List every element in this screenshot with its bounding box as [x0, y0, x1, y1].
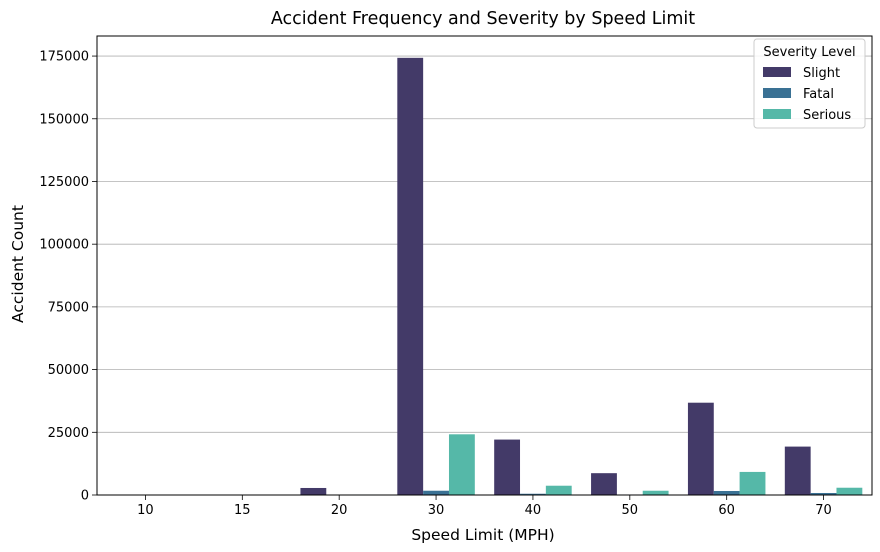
legend-swatch-slight	[763, 67, 791, 77]
legend-box	[753, 38, 866, 129]
x-tick-label: 10	[137, 503, 154, 518]
legend-swatch-fatal	[763, 88, 791, 98]
y-tick-label: 0	[81, 489, 89, 504]
bar-serious-70	[836, 487, 863, 495]
x-tick-label: 70	[815, 503, 832, 518]
bar-slight-40	[494, 439, 521, 495]
y-tick-label: 50000	[48, 363, 89, 378]
bar-slight-70	[784, 446, 811, 495]
x-axis: 10 15 20 30 40 50 60 70	[137, 495, 832, 518]
legend-label-serious: Serious	[803, 108, 851, 123]
y-axis-label: Accident Count	[9, 205, 27, 323]
bar-fatal-40	[520, 493, 546, 495]
grid	[97, 55, 872, 496]
x-tick-label: 50	[622, 503, 639, 518]
x-axis-label: Speed Limit (MPH)	[411, 526, 554, 544]
bar-fatal-60	[713, 490, 740, 495]
y-tick-label: 25000	[48, 426, 89, 441]
x-tick-label: 15	[234, 503, 251, 518]
legend-label-slight: Slight	[803, 66, 840, 81]
bar-serious-60	[739, 471, 766, 495]
y-tick-label: 75000	[48, 300, 89, 315]
bar-slight-60	[687, 402, 714, 495]
x-tick-label: 40	[525, 503, 542, 518]
x-tick-label: 20	[331, 503, 348, 518]
bar-serious-30	[448, 434, 475, 495]
y-tick-label: 175000	[39, 50, 89, 65]
bar-fatal-70	[810, 492, 837, 495]
bar-slight-50	[591, 473, 617, 495]
x-tick-label: 60	[718, 503, 735, 518]
legend-label-fatal: Fatal	[803, 87, 834, 102]
y-tick-label: 150000	[39, 112, 89, 127]
bar-slight-20	[300, 487, 327, 495]
bar-fatal-30	[423, 490, 449, 495]
legend: Severity Level Slight Fatal Serious	[753, 38, 866, 129]
bars	[300, 57, 863, 495]
legend-swatch-serious	[763, 109, 791, 119]
plot-frame	[96, 35, 873, 496]
bar-serious-50	[642, 490, 669, 495]
bar-slight-30	[397, 57, 424, 495]
y-tick-label: 125000	[39, 175, 89, 190]
y-tick-label: 100000	[39, 238, 89, 253]
y-axis: 0 25000 50000 75000 100000 125000 150000 175000	[39, 50, 97, 504]
chart-title: Accident Frequency and Severity by Speed…	[271, 9, 695, 29]
x-tick-label: 30	[428, 503, 445, 518]
legend-title: Severity Level	[763, 45, 855, 60]
bar-serious-40	[545, 485, 572, 495]
